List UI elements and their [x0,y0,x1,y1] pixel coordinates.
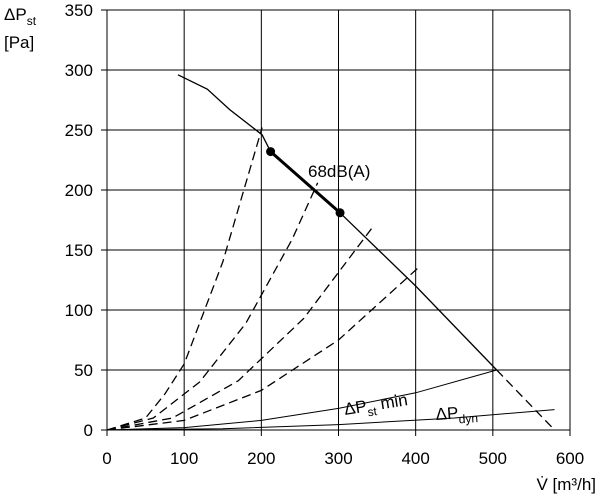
annotation: ΔPst min [343,390,410,423]
curve [106,228,373,431]
y-tick-label: 350 [65,1,93,20]
x-tick-label: 200 [247,449,275,468]
y-tick-label: 50 [74,361,93,380]
x-tick-label: 100 [170,449,198,468]
y-axis-unit: [Pa] [4,33,34,52]
y-tick-label: 0 [84,421,93,440]
curve [106,267,419,431]
operating-point [266,147,276,157]
annotation-after: min [374,390,409,414]
curve [106,369,497,431]
curve [106,127,263,431]
curve [177,74,498,371]
y-tick-label: 100 [65,301,93,320]
operating-point [335,208,345,218]
annotation: ΔPdyn [435,402,479,428]
y-tick-label: 200 [65,181,93,200]
annotation-sub: dyn [458,411,478,426]
x-tick-label: 300 [324,449,352,468]
y-axis-label: ΔPst [4,5,37,28]
y-tick-label: 150 [65,241,93,260]
annotation: 68dB(A) [308,162,370,181]
x-tick-label: 600 [556,449,584,468]
x-axis-label: V̇ [m³/h] [536,475,596,494]
annotation-main: ΔP [435,403,459,424]
x-tick-label: 500 [479,449,507,468]
curve [496,369,556,431]
x-tick-label: 400 [401,449,429,468]
curve [106,409,555,431]
y-label-main: ΔP [4,5,27,24]
curve [269,150,342,214]
y-tick-label: 300 [65,61,93,80]
curve [106,182,319,431]
annotation-main: ΔP [343,397,368,419]
x-tick-label: 0 [102,449,111,468]
y-tick-label: 250 [65,121,93,140]
y-label-sub: st [27,14,37,28]
annotation-sub: st [366,404,378,419]
